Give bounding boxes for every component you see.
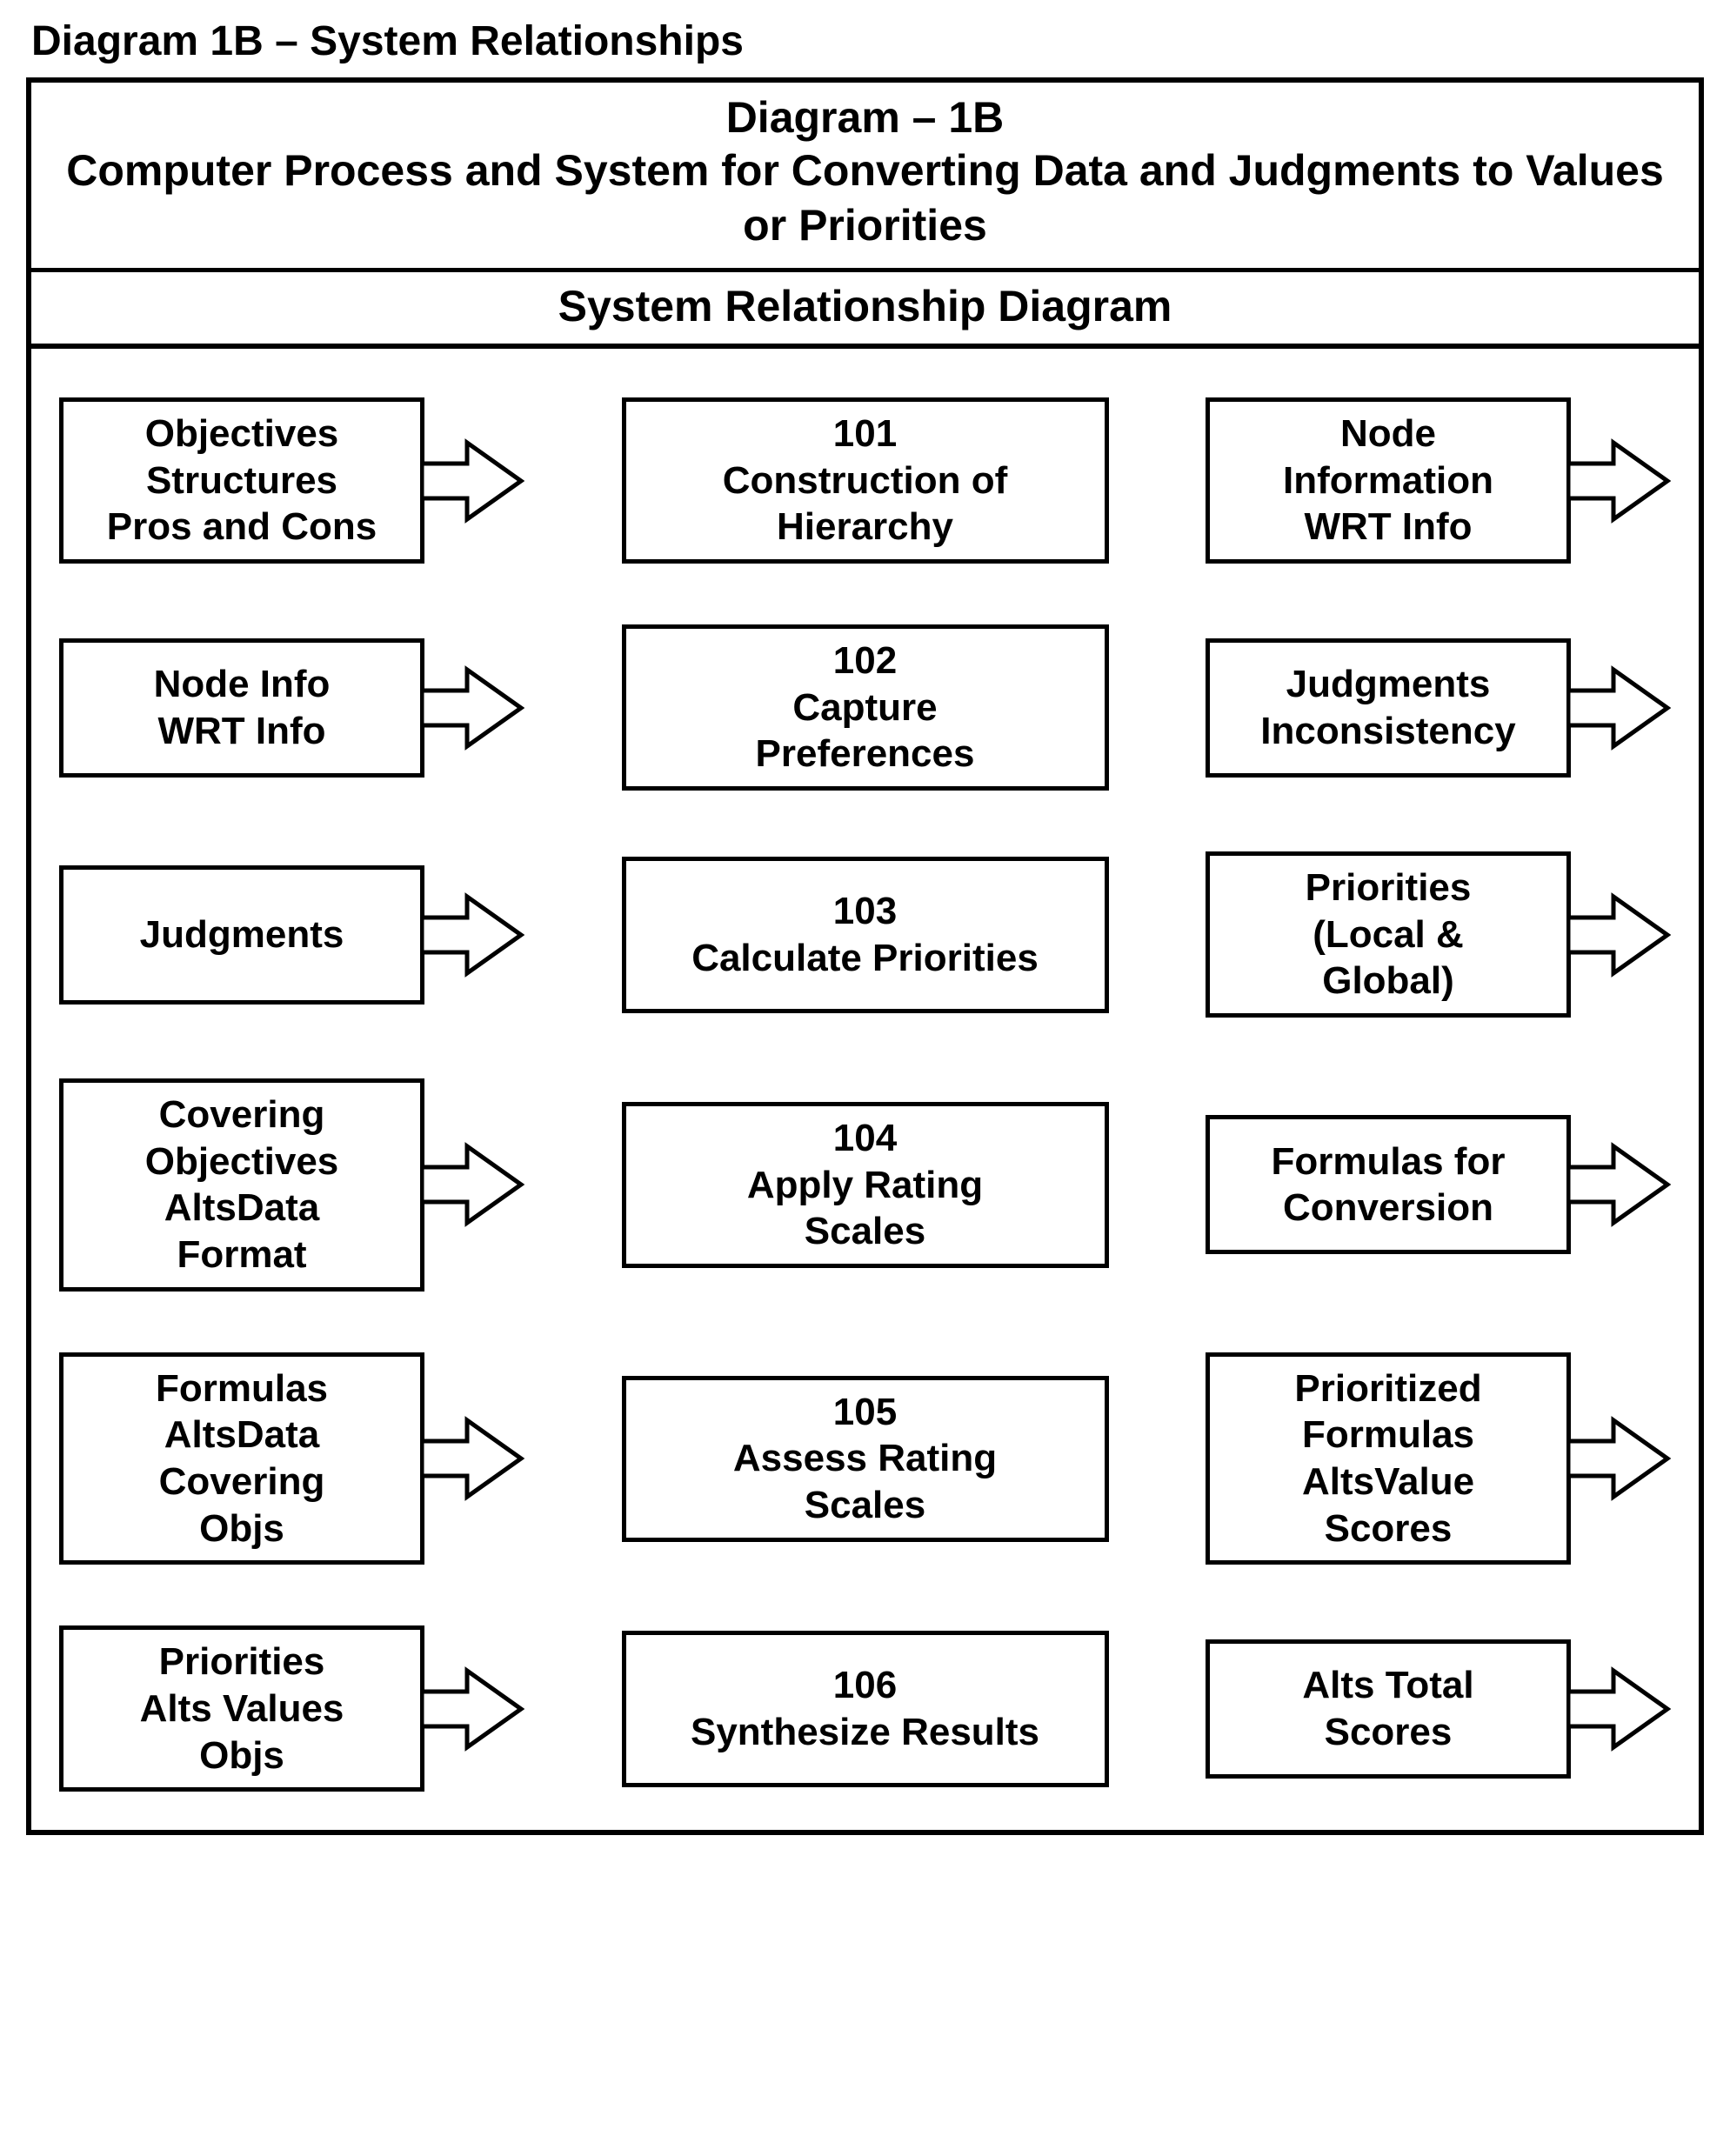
process-box-105: 105Assess RatingScales xyxy=(622,1376,1109,1542)
output-group-105: PrioritizedFormulasAltsValueScores xyxy=(1206,1352,1671,1565)
process-text-103: 103Calculate Priorities xyxy=(633,888,1098,981)
output-text-106: Alts TotalScores xyxy=(1217,1662,1560,1755)
output-group-101: NodeInformationWRT Info xyxy=(1206,397,1671,564)
arrow-in-106 xyxy=(420,1661,524,1757)
arrow-out-104 xyxy=(1566,1137,1671,1232)
output-group-104: Formulas forConversion xyxy=(1206,1115,1671,1254)
diagram-row-106: PrioritiesAlts ValuesObjs 106Synthesize R… xyxy=(59,1625,1671,1792)
output-text-104: Formulas forConversion xyxy=(1217,1138,1560,1232)
output-group-103: Priorities(Local &Global) xyxy=(1206,851,1671,1018)
diagram-row-101: ObjectivesStructuresPros and Cons 101Cons… xyxy=(59,397,1671,564)
output-group-106: Alts TotalScores xyxy=(1206,1639,1671,1779)
process-box-104: 104Apply RatingScales xyxy=(622,1102,1109,1268)
output-box-106: Alts TotalScores xyxy=(1206,1639,1571,1779)
input-group-102: Node InfoWRT Info xyxy=(59,638,524,778)
input-box-102: Node InfoWRT Info xyxy=(59,638,424,778)
diagram-row-104: CoveringObjectivesAltsDataFormat 104Apply… xyxy=(59,1078,1671,1292)
process-text-106: 106Synthesize Results xyxy=(633,1662,1098,1755)
process-group-101: 101Construction ofHierarchy xyxy=(622,397,1109,564)
title-line-1: Diagram – 1B xyxy=(40,91,1690,144)
process-text-102: 102CapturePreferences xyxy=(633,637,1098,778)
output-group-102: JudgmentsInconsistency xyxy=(1206,638,1671,778)
title-cell: Diagram – 1B Computer Process and System… xyxy=(31,83,1699,272)
input-text-101: ObjectivesStructuresPros and Cons xyxy=(70,411,413,551)
process-box-101: 101Construction ofHierarchy xyxy=(622,397,1109,564)
arrow-out-105 xyxy=(1566,1411,1671,1506)
input-group-106: PrioritiesAlts ValuesObjs xyxy=(59,1625,524,1792)
input-group-103: Judgments xyxy=(59,865,524,1005)
process-group-103: 103Calculate Priorities xyxy=(622,857,1109,1013)
input-text-104: CoveringObjectivesAltsDataFormat xyxy=(70,1091,413,1278)
output-box-104: Formulas forConversion xyxy=(1206,1115,1571,1254)
process-box-103: 103Calculate Priorities xyxy=(622,857,1109,1013)
diagram-row-105: FormulasAltsDataCoveringObjs 105Assess Ra… xyxy=(59,1352,1671,1565)
input-text-102: Node InfoWRT Info xyxy=(70,661,413,754)
input-box-101: ObjectivesStructuresPros and Cons xyxy=(59,397,424,564)
arrow-out-103 xyxy=(1566,887,1671,983)
arrow-out-106 xyxy=(1566,1661,1671,1757)
input-box-105: FormulasAltsDataCoveringObjs xyxy=(59,1352,424,1565)
arrow-in-105 xyxy=(420,1411,524,1506)
process-group-104: 104Apply RatingScales xyxy=(622,1102,1109,1268)
process-group-106: 106Synthesize Results xyxy=(622,1631,1109,1787)
arrow-in-102 xyxy=(420,660,524,756)
process-box-106: 106Synthesize Results xyxy=(622,1631,1109,1787)
diagram-body: ObjectivesStructuresPros and Cons 101Cons… xyxy=(31,349,1699,1830)
diagram-row-103: Judgments 103Calculate Priorities Prioriti… xyxy=(59,851,1671,1018)
arrow-out-101 xyxy=(1566,433,1671,529)
arrow-in-104 xyxy=(420,1137,524,1232)
process-text-105: 105Assess RatingScales xyxy=(633,1389,1098,1529)
input-group-101: ObjectivesStructuresPros and Cons xyxy=(59,397,524,564)
output-text-105: PrioritizedFormulasAltsValueScores xyxy=(1217,1365,1560,1552)
output-box-103: Priorities(Local &Global) xyxy=(1206,851,1571,1018)
input-box-106: PrioritiesAlts ValuesObjs xyxy=(59,1625,424,1792)
input-group-105: FormulasAltsDataCoveringObjs xyxy=(59,1352,524,1565)
input-text-103: Judgments xyxy=(70,911,413,958)
output-text-101: NodeInformationWRT Info xyxy=(1217,411,1560,551)
input-text-105: FormulasAltsDataCoveringObjs xyxy=(70,1365,413,1552)
arrow-in-103 xyxy=(420,887,524,983)
process-group-102: 102CapturePreferences xyxy=(622,624,1109,791)
process-text-104: 104Apply RatingScales xyxy=(633,1115,1098,1255)
process-group-105: 105Assess RatingScales xyxy=(622,1376,1109,1542)
input-group-104: CoveringObjectivesAltsDataFormat xyxy=(59,1078,524,1292)
output-text-102: JudgmentsInconsistency xyxy=(1217,661,1560,754)
arrow-in-101 xyxy=(420,433,524,529)
process-box-102: 102CapturePreferences xyxy=(622,624,1109,791)
diagram-frame: Diagram – 1B Computer Process and System… xyxy=(26,77,1704,1835)
process-text-101: 101Construction ofHierarchy xyxy=(633,411,1098,551)
page-heading: Diagram 1B – System Relationships xyxy=(31,17,1704,65)
output-text-103: Priorities(Local &Global) xyxy=(1217,864,1560,1005)
diagram-row-102: Node InfoWRT Info 102CapturePreferences Ju… xyxy=(59,624,1671,791)
input-text-106: PrioritiesAlts ValuesObjs xyxy=(70,1639,413,1779)
subtitle-cell: System Relationship Diagram xyxy=(31,272,1699,349)
output-box-101: NodeInformationWRT Info xyxy=(1206,397,1571,564)
input-box-103: Judgments xyxy=(59,865,424,1005)
arrow-out-102 xyxy=(1566,660,1671,756)
title-line-2: Computer Process and System for Converti… xyxy=(40,144,1690,252)
input-box-104: CoveringObjectivesAltsDataFormat xyxy=(59,1078,424,1292)
diagram-page: Diagram 1B – System Relationships Diagra… xyxy=(0,0,1730,1870)
output-box-102: JudgmentsInconsistency xyxy=(1206,638,1571,778)
output-box-105: PrioritizedFormulasAltsValueScores xyxy=(1206,1352,1571,1565)
